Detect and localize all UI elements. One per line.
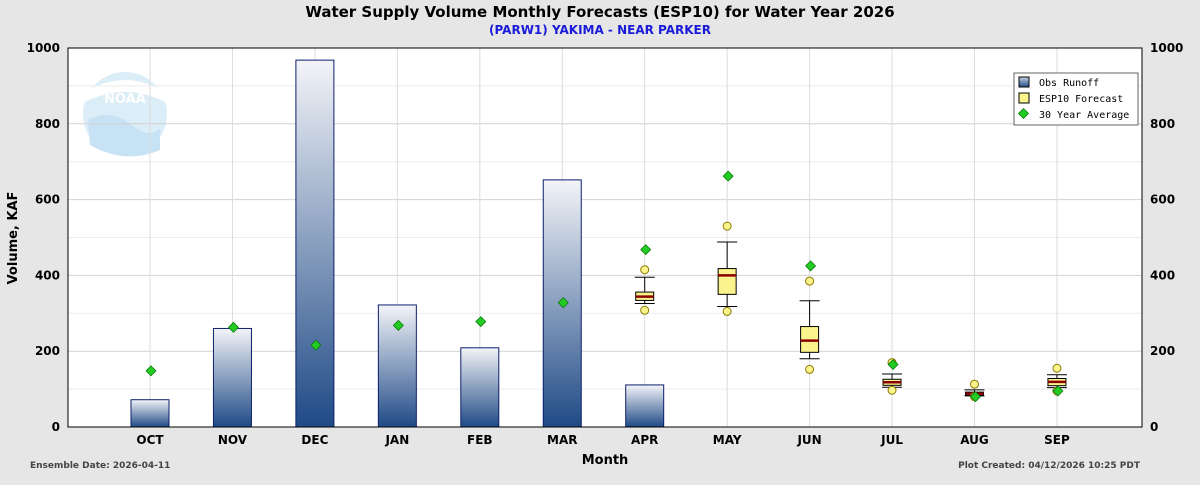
esp-outlier-high (1052, 363, 1062, 373)
obs-runoff-bar (130, 399, 170, 428)
obs-runoff-bar (625, 384, 665, 428)
thirty-year-average-point (805, 260, 817, 272)
right-axis: 0 200 400 600 800 1000 (1150, 41, 1183, 434)
x-tick-label: AUG (960, 433, 989, 447)
plot-frame (67, 47, 1143, 428)
thirty-year-average-point (887, 358, 899, 370)
y-tick-label-right: 600 (1150, 193, 1175, 207)
y-tick-label-left: 400 (35, 268, 60, 282)
esp-outlier-low (640, 305, 650, 315)
y-tick-label-left: 600 (35, 193, 60, 207)
left-axis: 0 200 400 600 800 1000 (27, 41, 60, 434)
obs-runoff-bar (295, 59, 335, 428)
obs-runoff-series (130, 59, 665, 428)
x-tick-label: NOV (218, 433, 248, 447)
y-tick-label-left: 200 (35, 344, 60, 358)
thirty-year-average-point (310, 339, 322, 351)
y-tick-label-left: 0 (52, 420, 60, 434)
thirty-year-average-point (969, 391, 982, 403)
esp-outlier-high (805, 276, 815, 286)
y-tick-label-left: 800 (35, 117, 60, 131)
chart-title: Water Supply Volume Monthly Forecasts (E… (305, 3, 894, 21)
x-tick-label: DEC (301, 433, 328, 447)
esp-outlier-low (722, 306, 732, 316)
x-tick-label: APR (631, 433, 658, 447)
x-tick-label: JAN (384, 433, 409, 447)
obs-runoff-bar (212, 327, 252, 428)
thirty-year-average-point (557, 297, 569, 309)
x-tick-label: SEP (1044, 433, 1070, 447)
thirty-year-average-point (392, 319, 404, 331)
plot-created: Plot Created: 04/12/2026 10:25 PDT (958, 461, 1141, 471)
thirty-year-average-series (145, 170, 1064, 403)
thirty-year-average-point (475, 316, 487, 328)
y-tick-label-left: 1000 (27, 41, 60, 55)
x-tick-label: FEB (467, 433, 493, 447)
thirty-year-average-point (227, 321, 239, 333)
y-tick-label-right: 1000 (1150, 41, 1183, 55)
y-tick-label-right: 800 (1150, 117, 1175, 131)
thirty-year-average-point (640, 244, 652, 256)
x-tick-label: JUL (880, 433, 903, 447)
ensemble-date: Ensemble Date: 2026-04-11 (30, 461, 170, 471)
x-tick-label: JUN (796, 433, 821, 447)
esp-box (717, 268, 737, 295)
legend-obs-swatch (1018, 76, 1030, 88)
x-axis-label: Month (582, 453, 629, 468)
esp-outlier-low (887, 385, 897, 395)
esp-outlier-high (640, 265, 650, 275)
legend: Obs Runoff ESP10 Forecast 30 Year Averag… (1013, 72, 1139, 126)
legend-esp-label: ESP10 Forecast (1039, 94, 1123, 105)
thirty-year-average-point (145, 365, 157, 377)
esp-outlier-high (970, 379, 979, 389)
x-tick-label: OCT (136, 433, 164, 447)
noaa-logo: NOAA (83, 72, 167, 157)
esp-outlier-high (722, 221, 732, 231)
thirty-year-average-point (722, 170, 734, 182)
y-tick-label-right: 400 (1150, 268, 1175, 282)
legend-obs-label: Obs Runoff (1039, 78, 1099, 89)
y-tick-label-right: 0 (1150, 420, 1158, 434)
legend-avg-label: 30 Year Average (1039, 110, 1129, 121)
thirty-year-average-point (1052, 385, 1064, 397)
x-axis: OCT NOV DEC JAN FEB MAR APR MAY JUN JUL AUG SEP (136, 433, 1070, 447)
legend-box (1013, 72, 1139, 126)
y-axis-label: Volume, KAF (6, 192, 21, 285)
x-tick-label: MAY (713, 433, 742, 447)
chart-subtitle: (PARW1) YAKIMA - NEAR PARKER (489, 23, 711, 37)
logo-text: NOAA (104, 92, 146, 107)
legend-avg-swatch (1017, 107, 1030, 120)
esp-outlier-low (805, 364, 815, 374)
legend-esp-swatch (1018, 92, 1030, 104)
y-tick-label-right: 200 (1150, 344, 1175, 358)
obs-runoff-bar (460, 347, 500, 428)
x-tick-label: MAR (547, 433, 577, 447)
